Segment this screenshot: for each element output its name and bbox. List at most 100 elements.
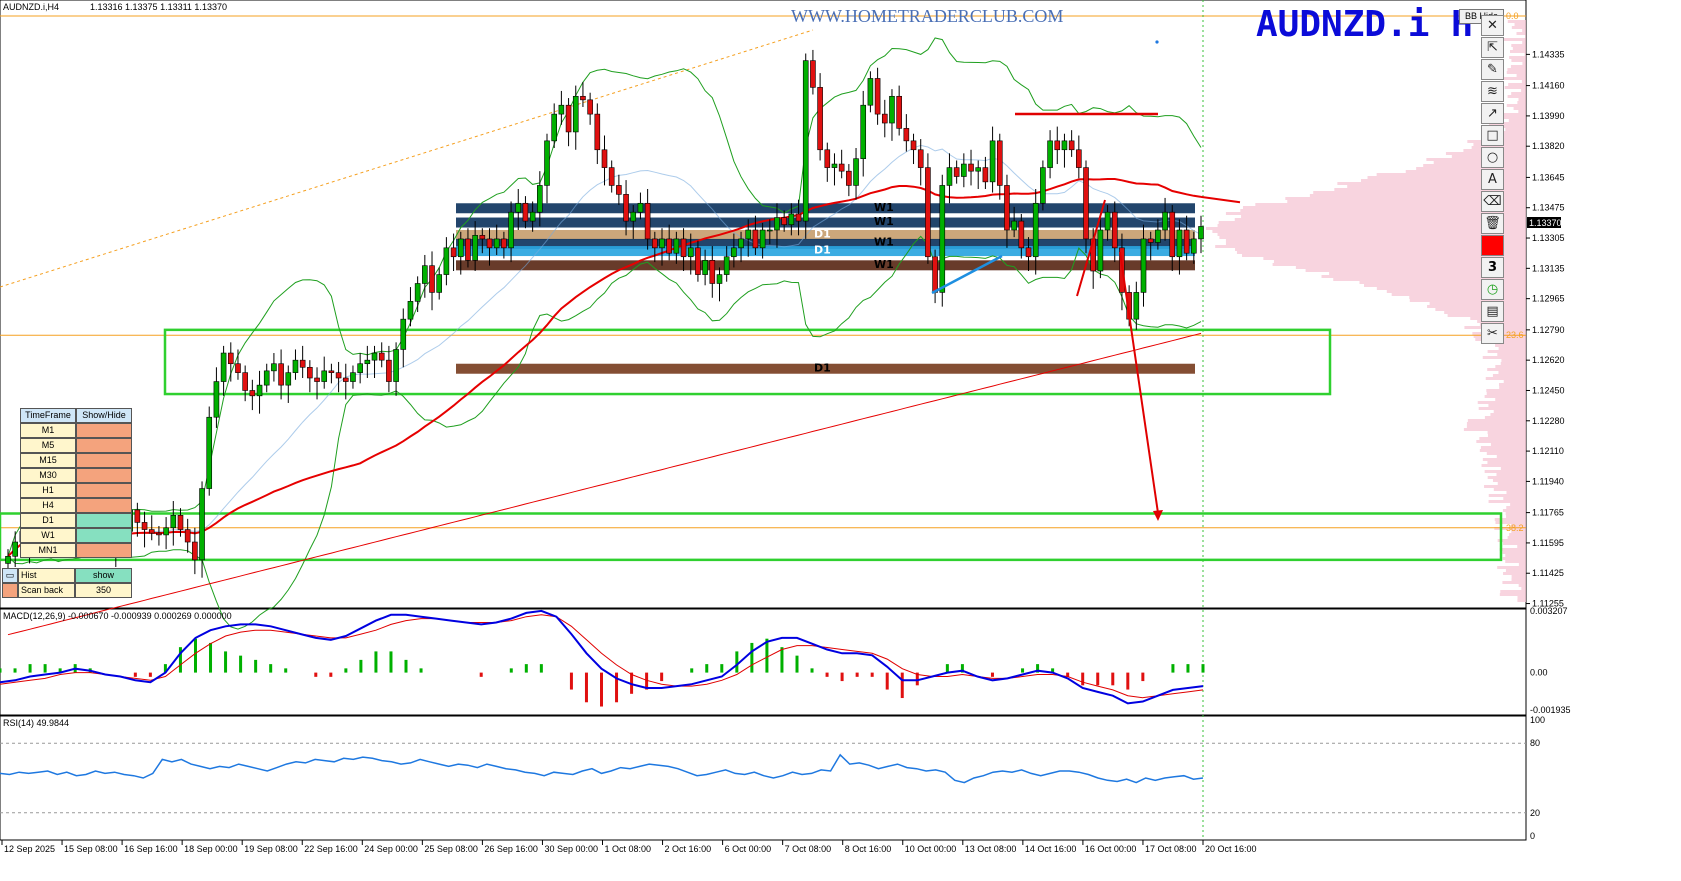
candle-body (365, 360, 370, 364)
fibonacci-icon[interactable]: ≋ (1481, 81, 1504, 102)
time-tick-label: 30 Sep 00:00 (544, 844, 598, 854)
timeframe-panel: TimeFrame Show/Hide M1 M5 M15 M30 H1 H4 D1 W1 MN… (20, 408, 132, 558)
trend-arrow-icon[interactable]: ↗ (1481, 103, 1504, 124)
profile-bar (1430, 302, 1526, 305)
time-tick-label: 16 Oct 00:00 (1085, 844, 1137, 854)
time-tick-label: 17 Oct 08:00 (1145, 844, 1197, 854)
profile-bar (1503, 509, 1526, 512)
screenshot-icon[interactable]: ▤ (1481, 301, 1504, 322)
profile-bar (1423, 164, 1526, 167)
profile-bar (1517, 74, 1526, 77)
hist-icon[interactable]: ▭ (2, 568, 18, 583)
profile-bar (1501, 38, 1526, 41)
cursor-icon[interactable]: ⇱ (1481, 37, 1504, 58)
timeframe-toggle[interactable] (76, 468, 132, 483)
candle-body (1026, 248, 1031, 257)
counter-icon[interactable]: 3 (1481, 257, 1504, 278)
profile-bar (1501, 362, 1526, 365)
profile-bar (1493, 479, 1526, 482)
profile-bar (1479, 407, 1526, 410)
timeframe-label: W1 (20, 528, 76, 543)
candle-body (509, 212, 514, 248)
profile-bar (1434, 161, 1526, 164)
timeframe-toggle[interactable] (76, 498, 132, 513)
candle-body (430, 266, 435, 293)
timeframe-row: M30 (20, 468, 132, 483)
rsi-tick-label: 0 (1530, 831, 1535, 841)
candle-body (358, 364, 363, 373)
time-tick-label: 6 Oct 00:00 (725, 844, 772, 854)
hist-value[interactable]: show (75, 568, 132, 583)
timeframe-toggle[interactable] (76, 453, 132, 468)
profile-bar (1504, 380, 1526, 383)
price-tick-label: 1.11425 (1532, 568, 1564, 578)
candle-body (839, 164, 844, 171)
profile-bar (1416, 167, 1526, 170)
candle-body (552, 114, 557, 141)
candle-body (545, 141, 550, 186)
candle-body (918, 150, 923, 168)
time-tick-label: 16 Sep 16:00 (124, 844, 178, 854)
price-tick-label: 1.12965 (1532, 294, 1565, 304)
profile-bar (1517, 101, 1526, 104)
close-icon[interactable]: ✕ (1481, 15, 1504, 36)
candle-body (969, 164, 974, 171)
profile-bar (1493, 374, 1526, 377)
price-tick-label: 1.14335 (1532, 49, 1565, 59)
text-icon[interactable]: A (1481, 169, 1504, 190)
zone-label: W1 (874, 215, 894, 228)
profile-bar (1515, 23, 1526, 26)
candle-body (832, 164, 837, 168)
timeframe-toggle[interactable] (76, 543, 132, 558)
candle-body (257, 385, 262, 396)
timeframe-row: M15 (20, 453, 132, 468)
timeframe-toggle[interactable] (76, 483, 132, 498)
zone-label: D1 (814, 228, 831, 241)
candle-body (372, 353, 377, 360)
candle-body (1098, 230, 1103, 271)
candle-body (1105, 212, 1110, 230)
candle-body (6, 556, 11, 563)
scan-label: Scan back (18, 583, 75, 598)
candle-body (703, 260, 708, 274)
color-icon[interactable] (1481, 235, 1504, 256)
candle-body (343, 378, 348, 382)
rectangle-icon[interactable]: □ (1481, 125, 1504, 146)
profile-bar (1516, 32, 1526, 35)
pencil-icon[interactable]: ✎ (1481, 59, 1504, 80)
candle-body (264, 371, 269, 385)
ellipse-icon[interactable]: ○ (1481, 147, 1504, 168)
candle-body (185, 530, 190, 542)
profile-bar (1514, 107, 1526, 110)
candle-body (315, 378, 320, 382)
timeframe-toggle[interactable] (76, 423, 132, 438)
timeframe-row: D1 (20, 513, 132, 528)
scissors-icon[interactable]: ✂ (1481, 323, 1504, 344)
time-axis[interactable]: 12 Sep 2025 15 Sep 08:00 16 Sep 16:00 18 Se… (2, 840, 1257, 854)
price-axis[interactable]: 1.14335 1.14160 1.13990 1.13820 1.13645 1.134… (1526, 49, 1565, 608)
delete-icon[interactable]: 🗑 (1481, 213, 1504, 234)
profile-bar (1522, 62, 1526, 65)
profile-bar (1512, 578, 1526, 581)
candle-body (667, 239, 672, 253)
profile-bar (1522, 80, 1526, 83)
profile-bar (1495, 518, 1526, 521)
candle-body (659, 239, 664, 248)
timeframe-row: M1 (20, 423, 132, 438)
clock-icon[interactable]: ◷ (1481, 279, 1504, 300)
timeframe-toggle[interactable] (76, 528, 132, 543)
candle-body (537, 185, 542, 212)
profile-bar (1518, 98, 1526, 101)
scan-value[interactable]: 350 (75, 583, 132, 598)
timeframe-toggle[interactable] (76, 438, 132, 453)
fib-level-label: 23.6 (1506, 330, 1524, 340)
time-tick-label: 26 Sep 16:00 (484, 844, 538, 854)
profile-bar (1468, 419, 1526, 422)
rsi-title: RSI(14) 49.9844 (3, 718, 69, 728)
eraser-brush-icon[interactable]: ⌫ (1481, 191, 1504, 212)
timeframe-toggle[interactable] (76, 513, 132, 528)
candle-body (415, 283, 420, 301)
scan-icon[interactable] (2, 583, 18, 598)
candle-body (631, 212, 636, 221)
